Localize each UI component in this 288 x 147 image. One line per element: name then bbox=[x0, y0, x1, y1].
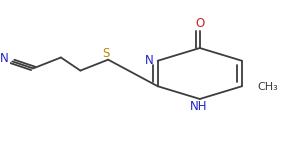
Text: CH₃: CH₃ bbox=[257, 82, 278, 92]
Text: S: S bbox=[102, 47, 110, 60]
Text: N: N bbox=[145, 54, 154, 67]
Text: O: O bbox=[195, 17, 204, 30]
Text: NH: NH bbox=[190, 100, 207, 113]
Text: N: N bbox=[0, 52, 8, 65]
